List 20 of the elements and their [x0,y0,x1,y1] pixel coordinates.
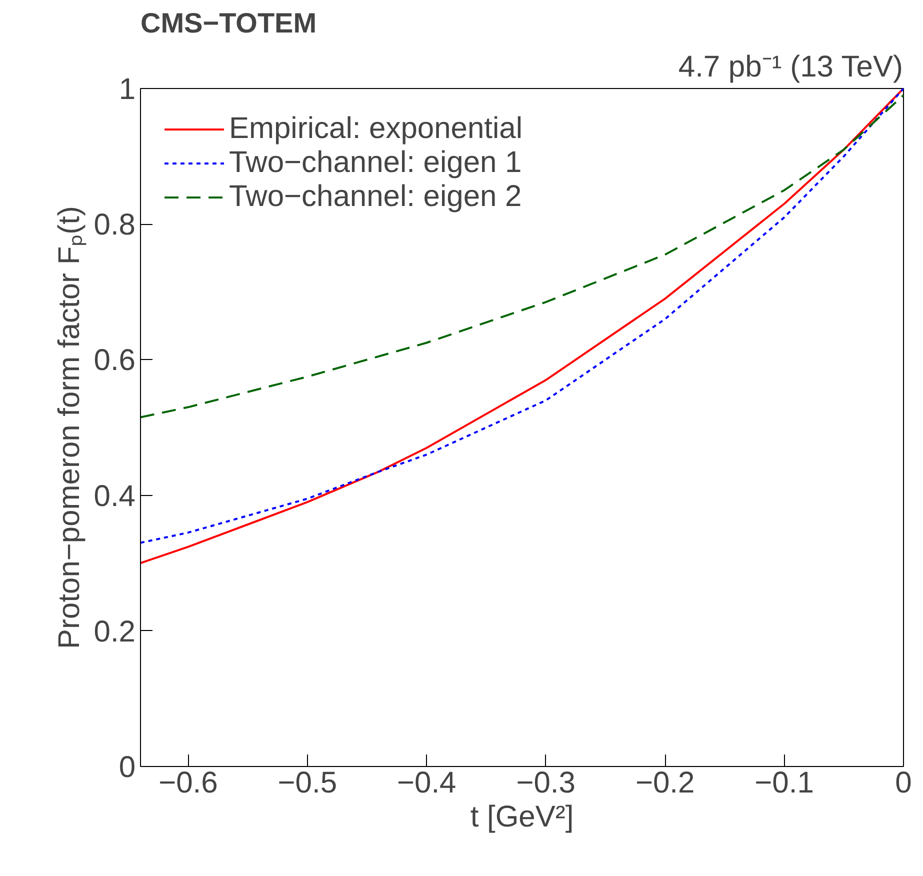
x-tick-label: −0.5 [278,766,338,800]
x-tick-label: −0.4 [397,766,456,800]
chart-title: CMS−TOTEM [140,8,317,38]
y-tick-label: 0.8 [94,208,136,242]
x-axis-title: t [GeV²] [470,800,574,834]
x-tick-label: −0.1 [754,766,814,800]
x-tick-label: −0.2 [635,766,695,800]
y-axis-title: Proton−pomeron form factor Fₚ(t) [52,206,87,649]
legend-label: Two−channel: eigen 1 [229,146,522,180]
line-series [140,94,904,418]
y-tick-label: 1 [118,73,136,106]
x-tick-label: 0 [895,766,912,800]
x-tick-label: −0.3 [516,766,576,800]
legend-label: Two−channel: eigen 2 [229,180,522,214]
legend-label: Empirical: exponential [229,112,522,146]
chart-subtitle: 4.7 pb⁻¹ (13 TeV) [678,50,903,84]
y-tick-label: 0.6 [94,344,136,378]
x-tick-label: −0.6 [158,766,218,800]
y-tick-label: 0.4 [94,480,136,513]
y-tick-label: 0.2 [94,615,136,648]
